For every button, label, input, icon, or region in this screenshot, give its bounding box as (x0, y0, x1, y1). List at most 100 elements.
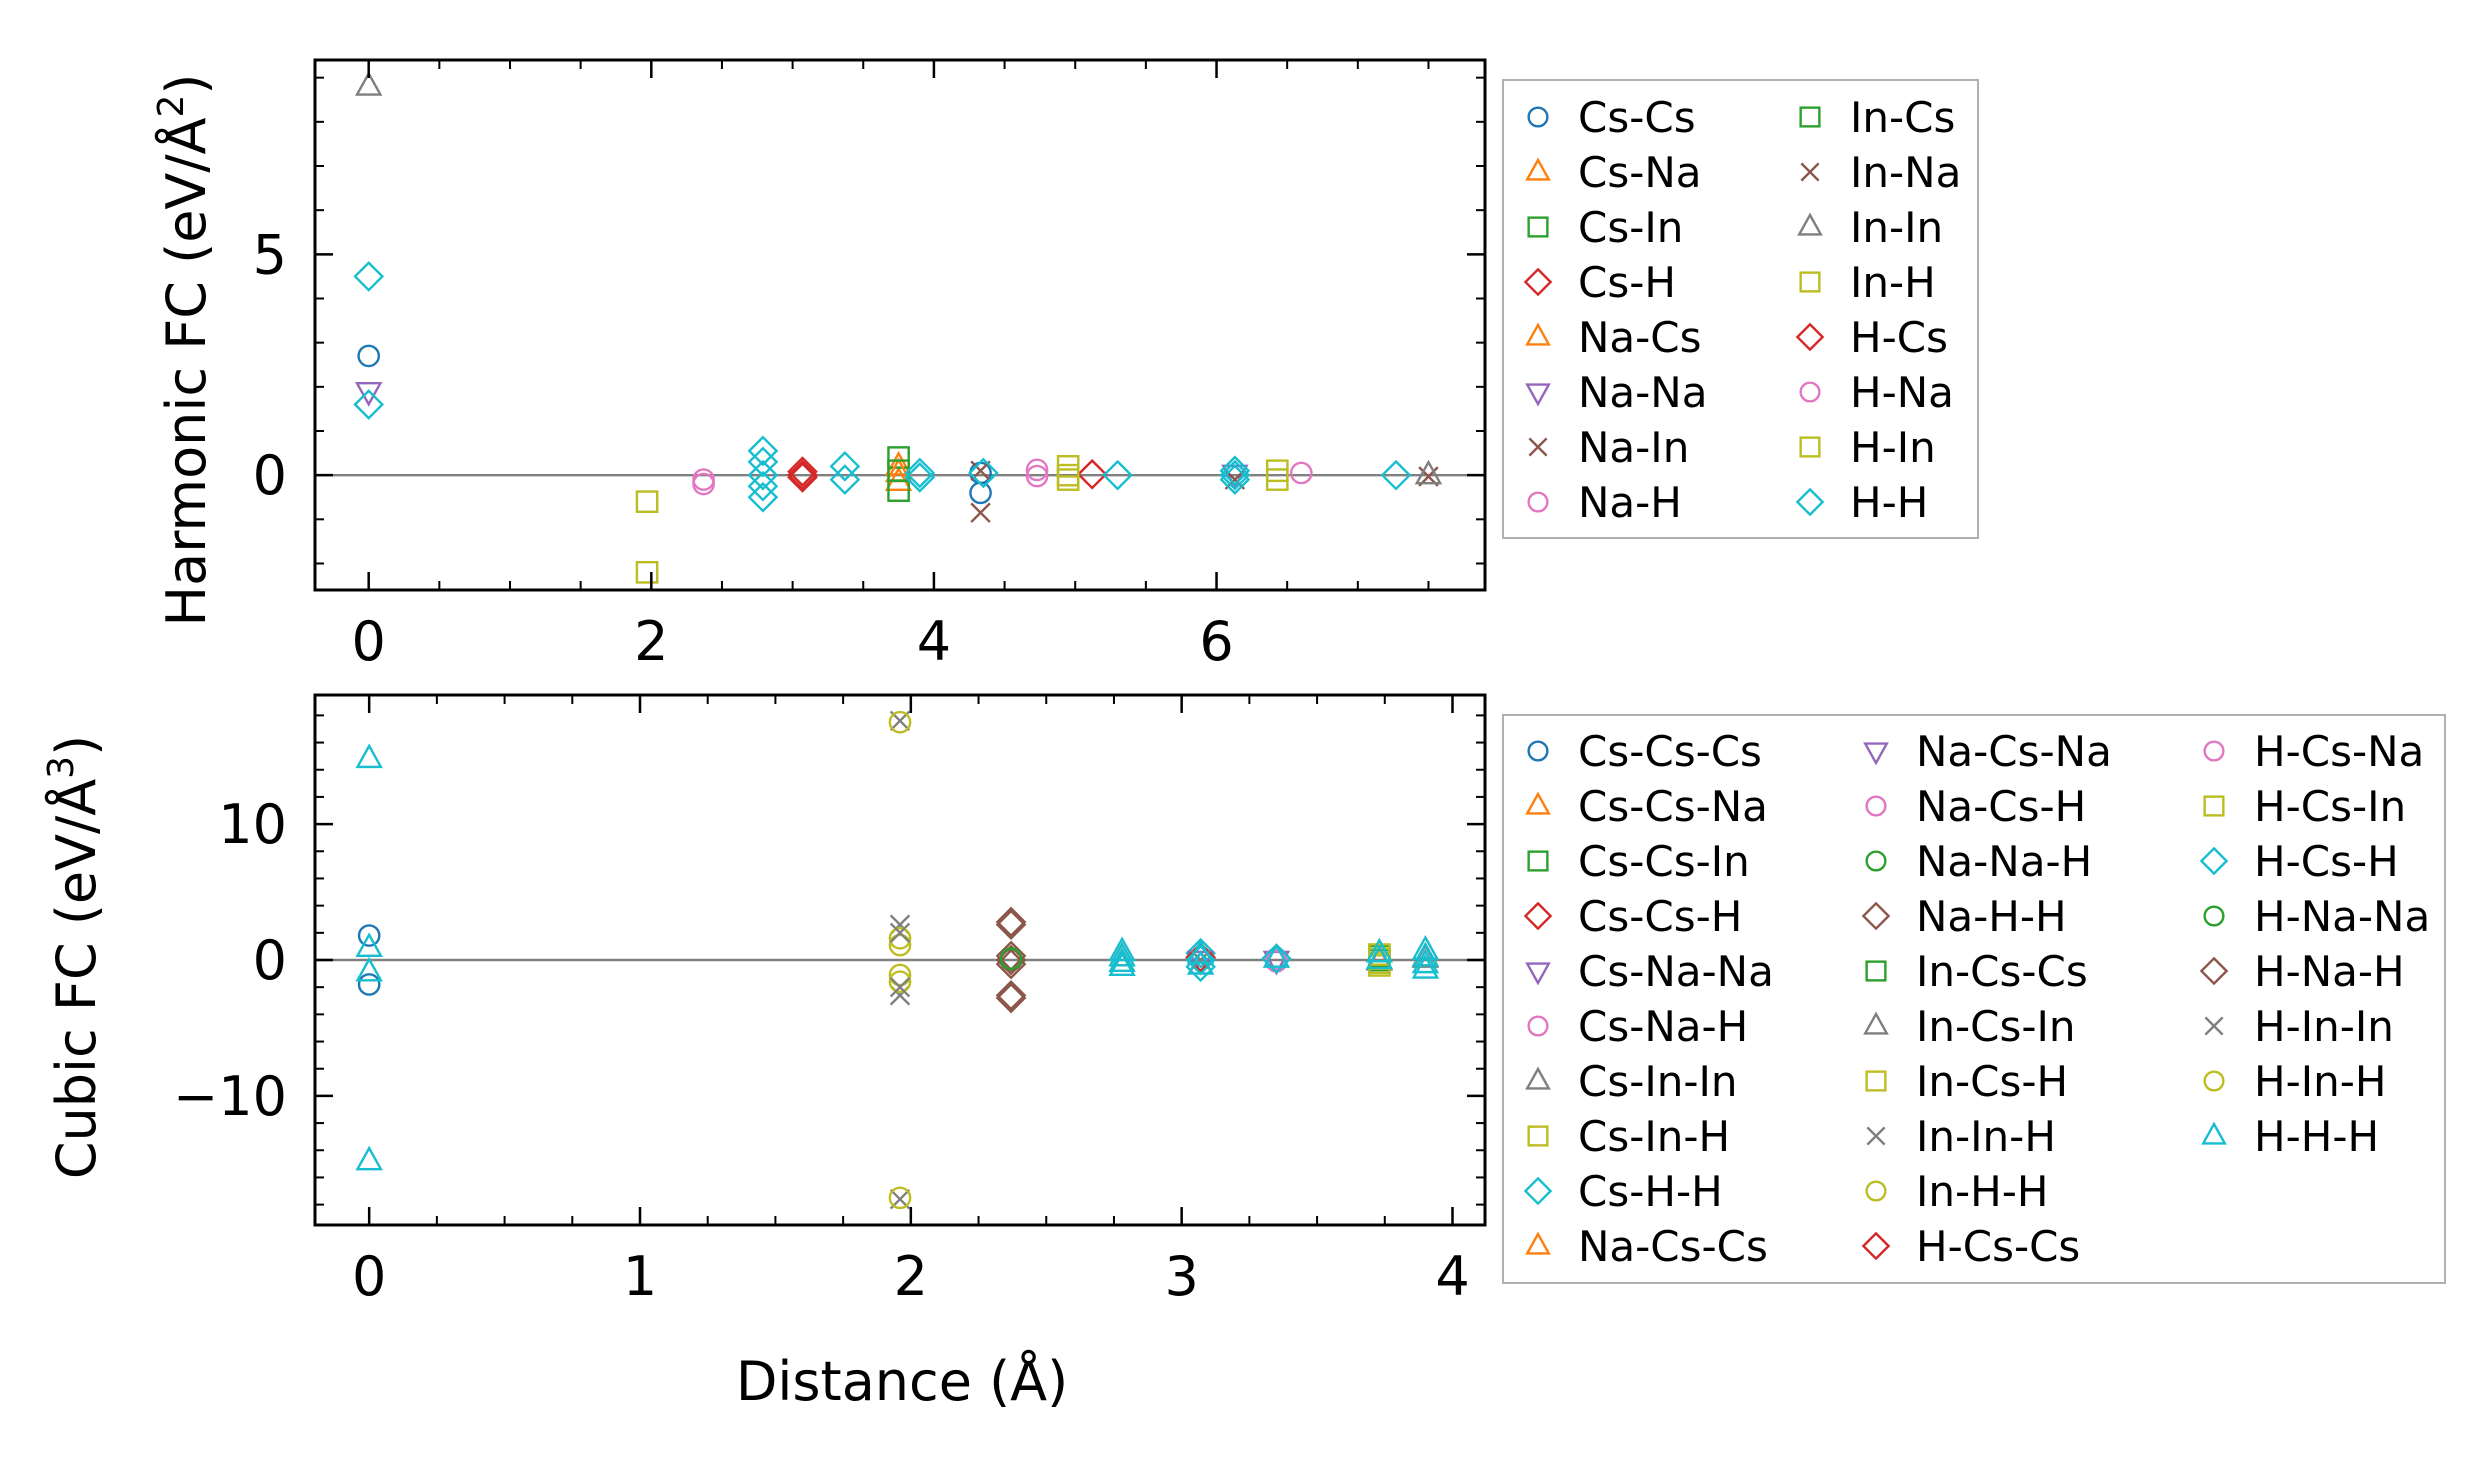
legend-item: Na-H (1527, 478, 1682, 527)
data-point-h-h-h (355, 743, 383, 769)
data-point-h-h (1219, 459, 1251, 491)
legend-label: H-Cs (1850, 313, 1948, 362)
legend-label: Na-Cs-H (1916, 782, 2086, 831)
data-point-h-h-h (1411, 954, 1440, 979)
x-tick-label: 4 (917, 610, 951, 673)
x-tick-label: 0 (352, 1245, 386, 1308)
data-point-in-h (1265, 468, 1289, 491)
legend-marker-square-icon (1865, 1070, 1887, 1092)
cubic-panel: Cubic FC (eV/Å3) Distance (Å) 0 1 2 3 4 −10 0 1… (41, 693, 2446, 1413)
data-point-na-in (970, 502, 991, 523)
legend-item: Cs-Cs (1527, 93, 1696, 142)
data-points (355, 710, 1440, 1210)
legend-marker-diamond-icon (1861, 1231, 1891, 1261)
data-point-h-in-in (889, 922, 911, 944)
legend: Cs-Cs-Cs Cs-Cs-Na Cs-Cs-In Cs-Cs-H Cs-Na-Na C… (1502, 714, 2446, 1284)
data-point-in-in (354, 71, 383, 96)
legend-label: Cs-Cs-Cs (1578, 727, 1762, 776)
data-point-h-cs (787, 456, 818, 487)
legend-marker-x-icon (1800, 162, 1820, 182)
legend-item: H-Cs-In (2203, 782, 2406, 831)
legend-marker-triangle-up-icon (1525, 1066, 1551, 1090)
legend-marker-square-icon (1799, 436, 1821, 458)
legend-marker-x-icon (1866, 1126, 1886, 1146)
legend-marker-circle-icon (1865, 1180, 1887, 1202)
legend-marker-diamond-icon (2199, 846, 2229, 876)
legend-item: Cs-H (1523, 258, 1676, 307)
data-point-cs-cs (969, 481, 992, 505)
legend-label: Cs-Cs (1578, 93, 1696, 142)
legend-label: H-Cs-Cs (1916, 1222, 2080, 1271)
data-point-in-h-h (888, 926, 912, 950)
legend-item: H-In (1799, 423, 1936, 472)
legend-label: Cs-Na-H (1578, 1002, 1748, 1051)
data-point-h-in-h (888, 1186, 912, 1210)
legend-label: H-In-In (2254, 1002, 2394, 1051)
data-point-h-h (904, 457, 936, 489)
data-point-h-h-h (1365, 944, 1394, 970)
legend-label: Na-Cs-Na (1916, 727, 2112, 776)
legend: Cs-Cs Cs-Na Cs-In Cs-H Na-Cs Na-Na Na-In Na-H In… (1502, 79, 1979, 539)
data-point-h-h (829, 464, 861, 495)
data-point-h-in (1056, 463, 1080, 487)
data-point-na-h (692, 468, 715, 491)
legend-marker-circle-icon (1865, 795, 1887, 817)
legend-marker-triangle-up-icon (1863, 1011, 1889, 1035)
legend-marker-diamond-icon (1523, 267, 1553, 297)
legend-marker-triangle-up-icon (1797, 212, 1823, 236)
data-point-cs-cs (969, 461, 992, 485)
data-point-h-na-h (995, 909, 1027, 941)
legend-item: Cs-Cs-In (1527, 837, 1750, 886)
data-point-h-in-h (888, 710, 912, 734)
legend-marker-triangle-up-icon (2201, 1121, 2227, 1145)
legend-label: Cs-Cs-Na (1578, 782, 1768, 831)
legend-marker-x-icon (1528, 437, 1548, 457)
data-point-h-h-h (1108, 936, 1136, 962)
data-point-h-h-h (1108, 947, 1136, 972)
legend-marker-triangle-down-icon (1525, 962, 1551, 986)
legend-item: H-H (1795, 478, 1928, 527)
data-point-in-h (1265, 459, 1289, 483)
legend-label: Na-Na-H (1916, 837, 2092, 886)
legend-item: Na-Na-H (1865, 837, 2092, 886)
data-point-h-cs-in (1368, 951, 1391, 975)
legend-label: Na-Na (1578, 368, 1707, 417)
legend-label: In-Cs-H (1916, 1057, 2068, 1106)
data-point-h-h (1219, 464, 1251, 495)
data-point-in-h (635, 560, 659, 584)
data-point-na-h-h (995, 906, 1027, 938)
legend-item: H-Na (1799, 368, 1954, 417)
legend-item: In-Cs (1799, 93, 1955, 142)
legend-item: In-Cs-In (1863, 1002, 2076, 1051)
x-tick-label: 2 (634, 610, 668, 673)
data-point-cs-cs (357, 344, 381, 368)
legend-label: Na-Cs-Cs (1578, 1222, 1768, 1271)
y-tick-label: 0 (253, 444, 287, 507)
data-point-cs-cs-cs (357, 924, 381, 947)
legend-label: Cs-Na-Na (1578, 947, 1774, 996)
data-point-h-h-h (1186, 949, 1215, 975)
distance-x-axis-label: Distance (Å) (736, 1349, 1068, 1413)
data-point-in-in (1414, 459, 1443, 485)
data-point-h-na-na (999, 947, 1023, 970)
data-point-cs-cs-cs (357, 973, 381, 996)
data-point-h-h-h (355, 1145, 383, 1171)
legend-item: H-Cs-Na (2203, 727, 2424, 776)
data-point-in-h-h (888, 970, 912, 994)
data-point-cs-h (1076, 458, 1108, 490)
legend-marker-square-icon (2203, 795, 2225, 817)
legend-marker-circle-icon (1527, 491, 1549, 513)
legend-item: Na-Cs (1525, 313, 1702, 362)
legend-label: In-Cs-Cs (1916, 947, 2088, 996)
legend-marker-square-icon (1799, 271, 1821, 293)
data-point-h-h (747, 481, 779, 513)
legend-item: In-Cs-H (1865, 1057, 2068, 1106)
legend-marker-triangle-down-icon (1525, 383, 1551, 407)
legend-marker-circle-icon (1865, 850, 1887, 872)
legend-marker-square-icon (1799, 106, 1821, 128)
legend-item: In-In-H (1866, 1112, 2056, 1161)
legend-label: In-In (1850, 203, 1943, 252)
legend-item: Na-H-H (1861, 892, 2067, 941)
plot-frame (313, 58, 1487, 592)
